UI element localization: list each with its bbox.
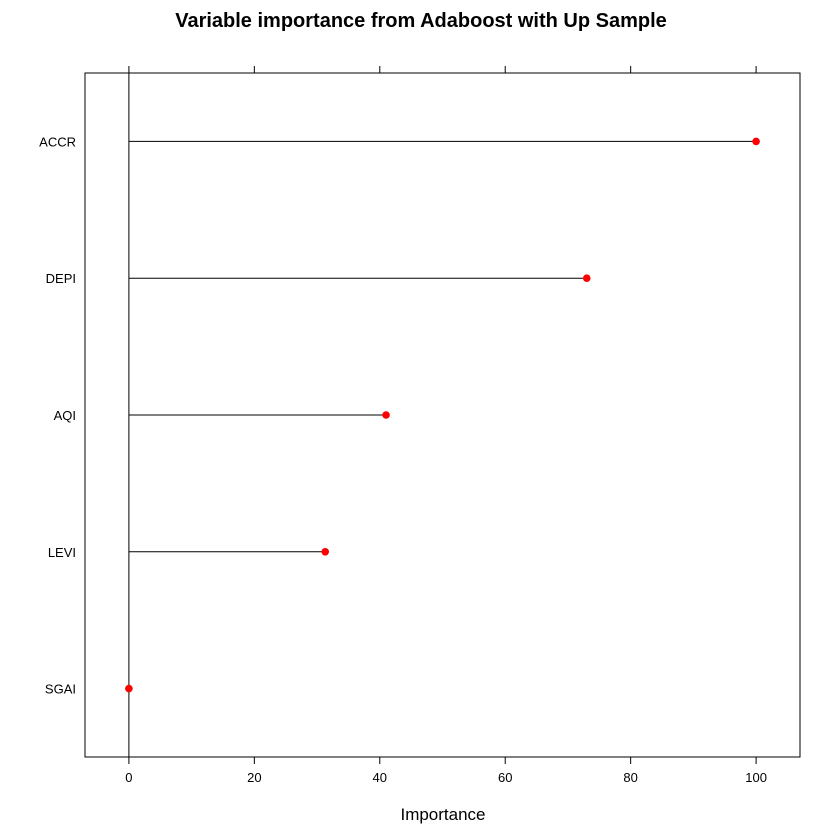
- x-tick-label: 60: [498, 770, 512, 785]
- top-axis-ticks: [128, 66, 757, 73]
- point: [752, 137, 760, 146]
- category-label: ACCR: [39, 134, 76, 149]
- point: [125, 684, 133, 693]
- x-axis-label: Importance: [400, 805, 485, 824]
- point: [382, 411, 390, 419]
- x-tick-label: 0: [125, 770, 132, 785]
- x-tick-label: 20: [247, 770, 261, 785]
- category-label: LEVI: [48, 545, 76, 560]
- x-tick-label: 80: [623, 770, 637, 785]
- point: [321, 548, 330, 556]
- plot-frame: [84, 72, 801, 758]
- x-tick-label: 40: [373, 770, 387, 785]
- chart-title: Variable importance from Adaboost with U…: [175, 10, 667, 32]
- stems: [128, 140, 757, 553]
- category-label: SGAI: [45, 682, 76, 697]
- bottom-axis-ticks: 0 20 40 60 80 100: [125, 757, 767, 785]
- x-tick-label: 100: [745, 770, 767, 785]
- category-labels: ACCR DEPI AQI LEVI SGAI: [39, 134, 76, 696]
- category-label: AQI: [54, 408, 76, 423]
- points: [125, 137, 760, 693]
- category-label: DEPI: [46, 271, 76, 286]
- point: [582, 274, 591, 283]
